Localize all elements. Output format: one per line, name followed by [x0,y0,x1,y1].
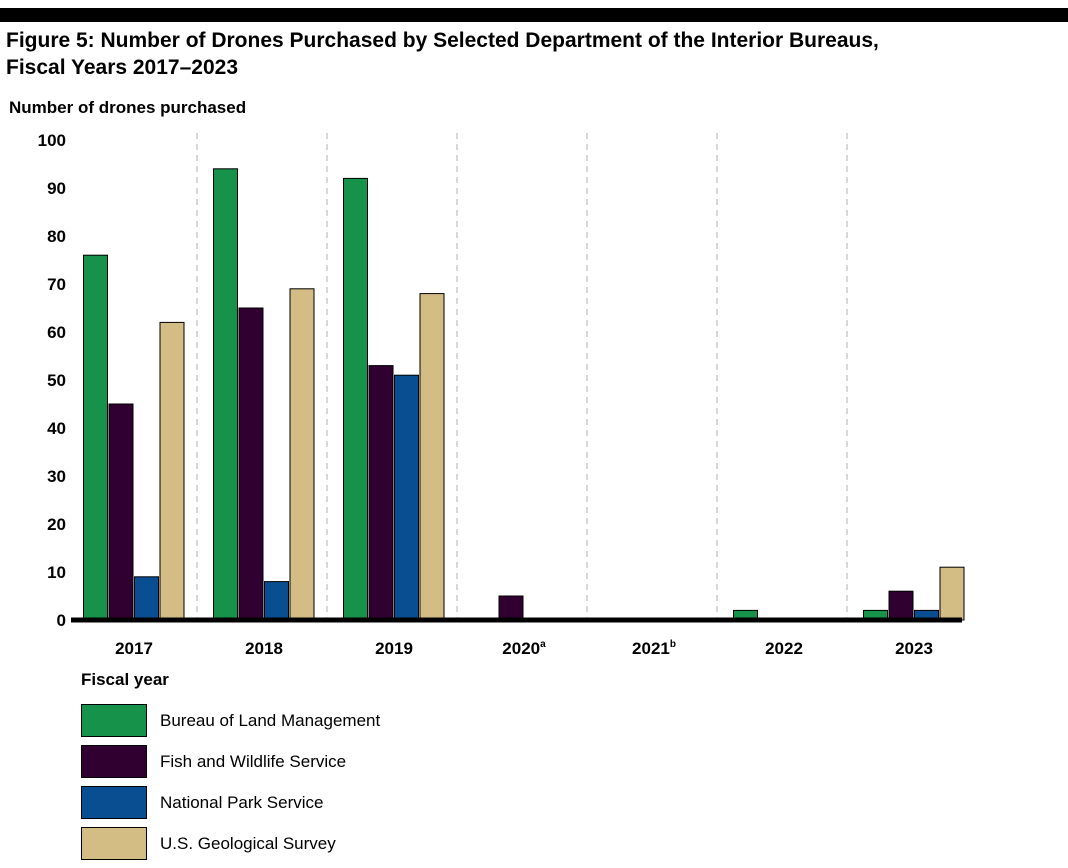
bar-chart: 0 10 20 30 40 50 60 70 80 90 100 2017 2018 2019 2020a 2… [38,131,965,658]
legend-swatch [81,704,147,737]
y-tick-label: 70 [47,275,66,294]
legend-swatch [81,745,147,778]
legend-label: Bureau of Land Management [160,711,381,730]
y-tick-label: 40 [47,419,66,438]
top-rule [0,8,1068,22]
bar [498,595,524,621]
y-tick-label: 60 [47,323,66,342]
bar [238,307,264,621]
y-tick-label: 10 [47,563,66,582]
y-tick-label: 80 [47,227,66,246]
y-tick-label: 20 [47,515,66,534]
bar [108,403,134,621]
bar [134,576,159,621]
x-tick-footnote-marker: b [670,639,676,650]
bar [368,365,394,621]
y-tick-label: 100 [38,131,66,150]
figure-title-line2: Fiscal Years 2017–2023 [6,56,238,79]
legend-label: U.S. Geological Survey [160,834,336,853]
bar [939,566,965,621]
y-tick-label: 50 [47,371,66,390]
legend-swatch [81,786,147,819]
y-tick-label: 90 [47,179,66,198]
x-axis-title: Fiscal year [81,670,169,689]
y-axis-title: Number of drones purchased [9,98,247,117]
bar [419,293,445,621]
x-tick-label: 2017 [115,639,153,658]
bar [264,581,289,621]
x-tick-label: 2020a [502,639,546,658]
x-tick-label: 2023 [895,639,933,658]
legend-swatch [81,827,147,860]
x-tick-label: 2018 [245,639,283,658]
bar [159,321,185,621]
y-tick-label: 0 [57,611,66,630]
x-tick-label: 2022 [765,639,803,658]
bar [888,590,914,621]
bar [213,168,238,621]
bar [394,374,419,621]
bar [343,177,368,621]
x-tick-label: 2019 [375,639,413,658]
x-tick-footnote-marker: a [540,639,546,650]
bar [289,288,315,621]
y-tick-label: 30 [47,467,66,486]
bar [83,254,108,621]
legend-label: Fish and Wildlife Service [160,752,347,771]
figure-title-line1: Figure 5: Number of Drones Purchased by … [6,29,879,52]
x-tick-label: 2021b [632,639,676,658]
figure-title: Figure 5: Number of Drones Purchased by … [6,27,1056,81]
legend-label: National Park Service [160,793,324,812]
